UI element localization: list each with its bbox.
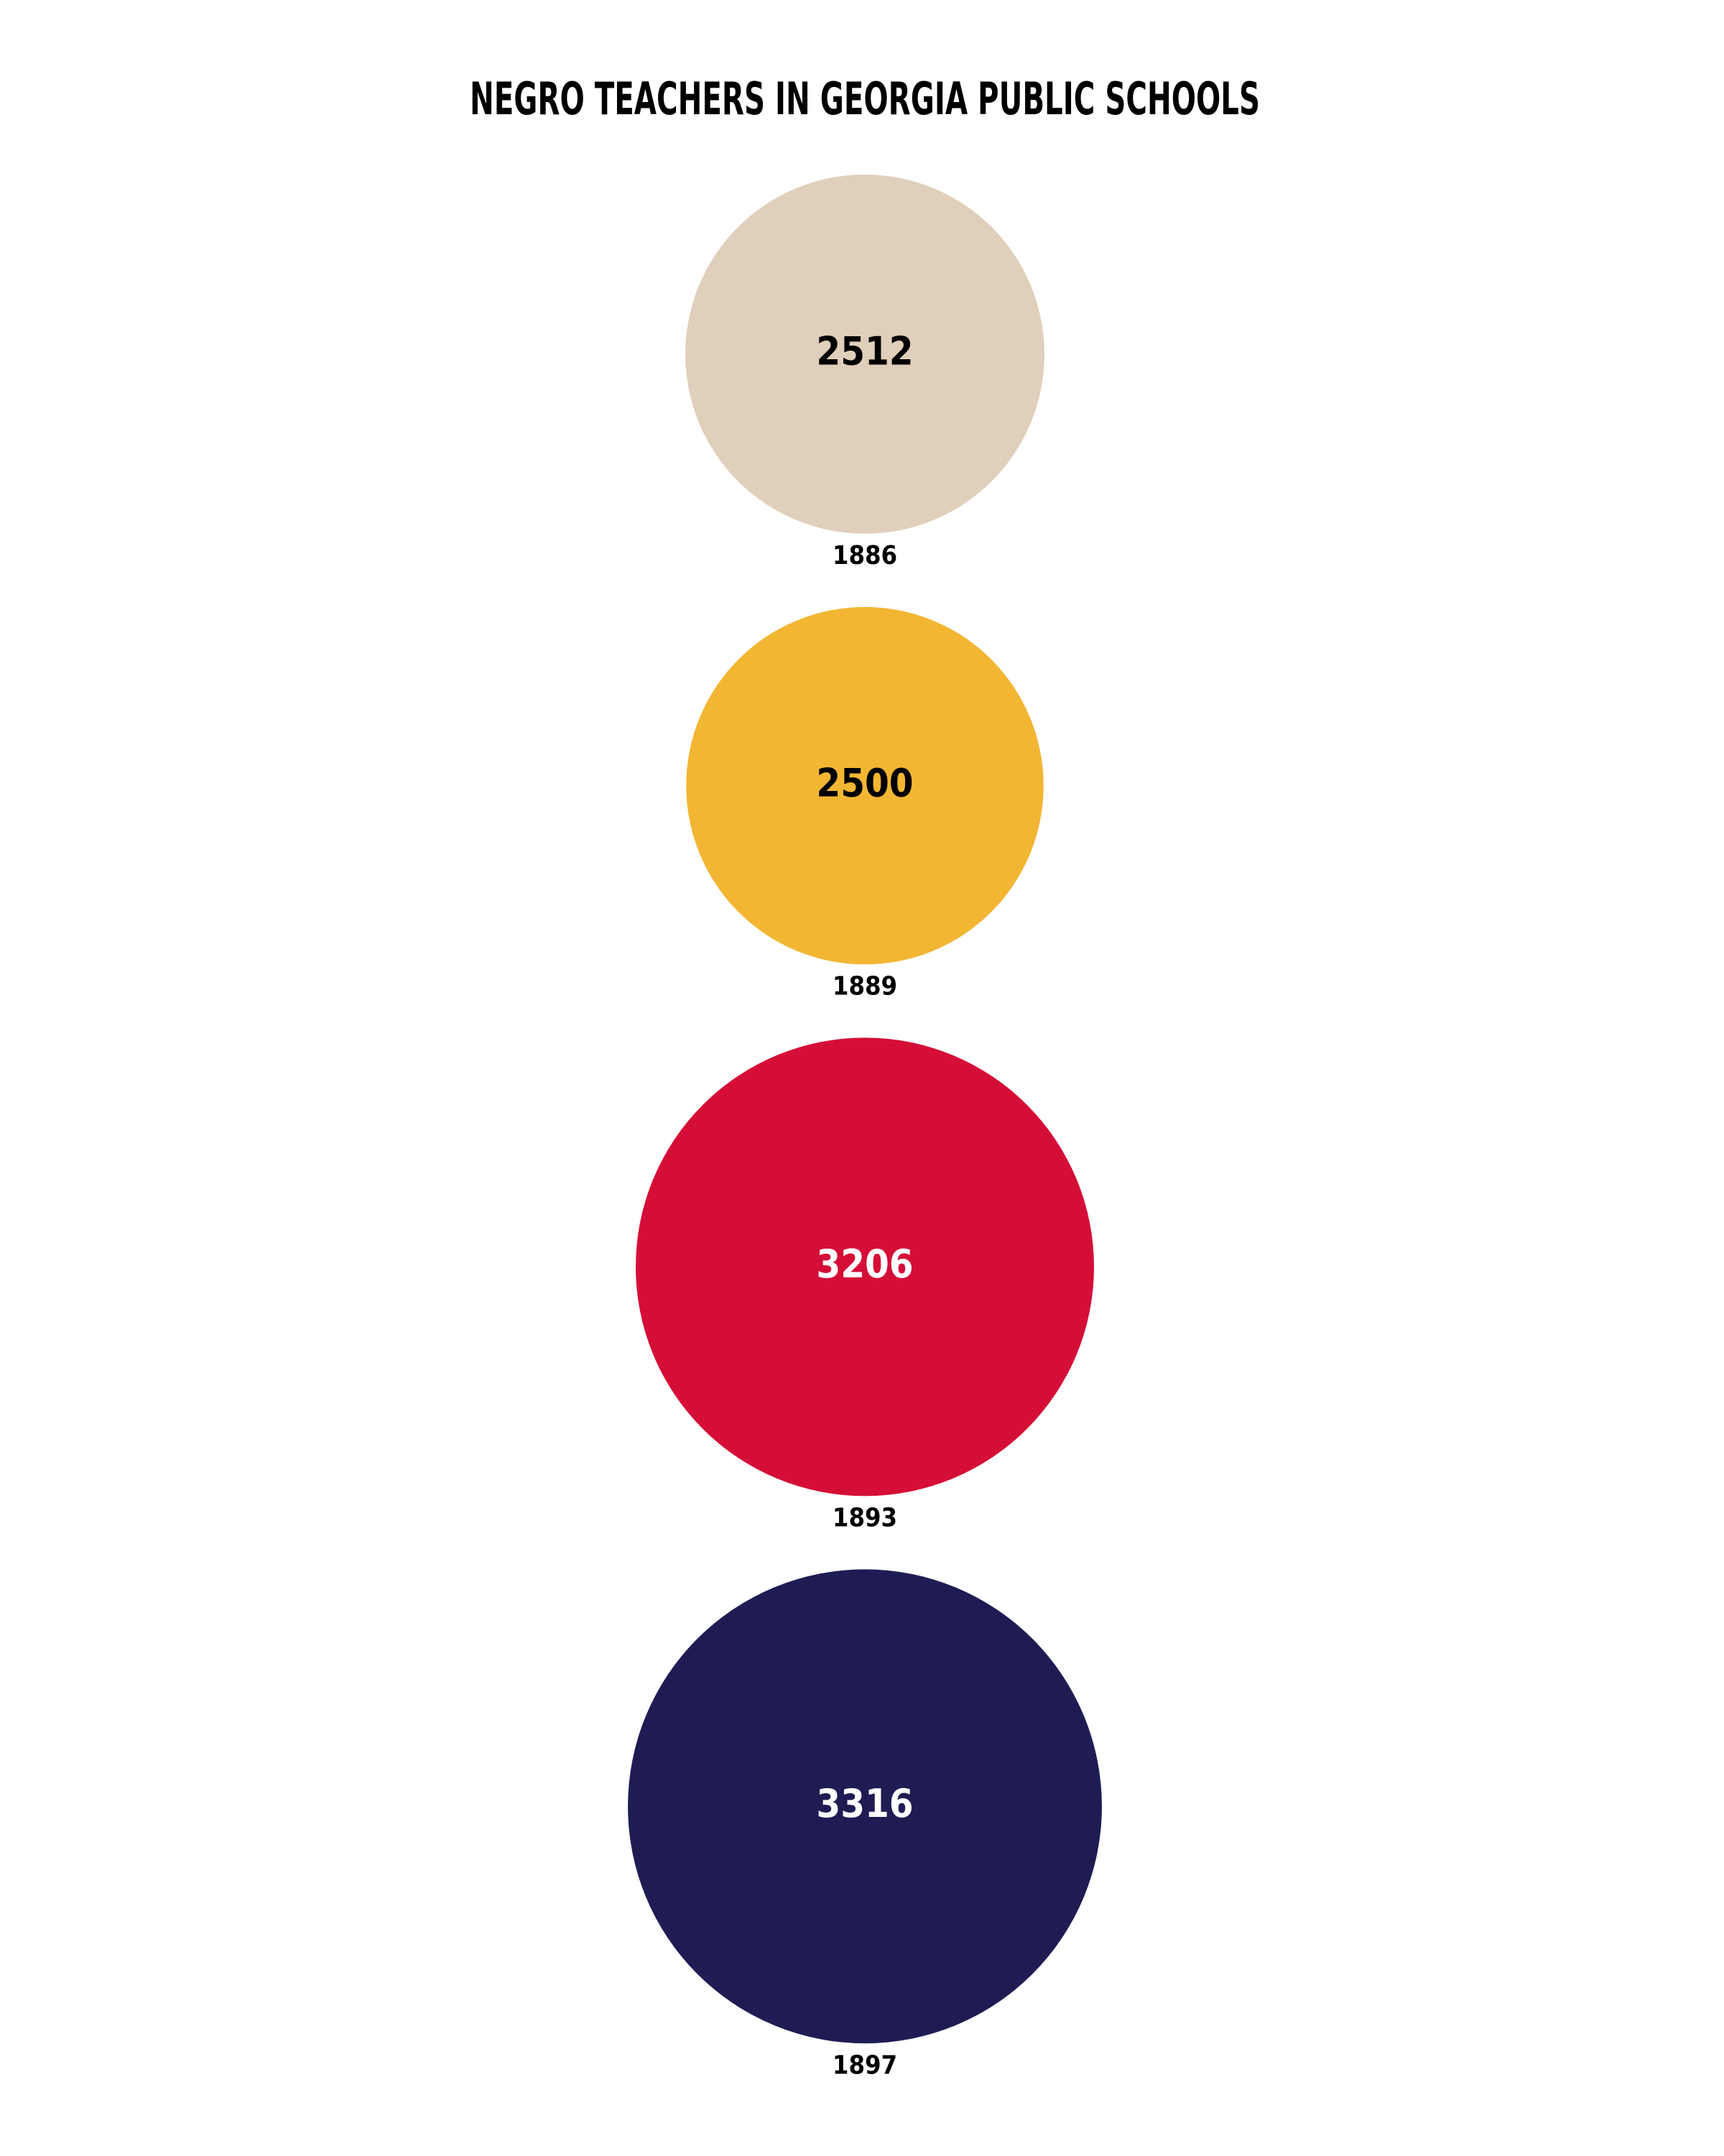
category-label: 1889	[833, 971, 897, 1001]
bubble	[686, 606, 1044, 965]
value-label: 3206	[816, 1241, 913, 1287]
bubble	[685, 175, 1044, 534]
bubble	[628, 1569, 1102, 2044]
category-label: 1886	[833, 541, 897, 570]
category-label: 1897	[833, 2050, 897, 2080]
bubble	[636, 1037, 1094, 1496]
category-label: 1893	[833, 1503, 897, 1532]
value-label: 2500	[816, 760, 913, 805]
value-label: 2512	[816, 329, 913, 374]
value-label: 3316	[816, 1781, 913, 1826]
chart-title: NEGRO TEACHERS IN GEORGIA PUBLIC SCHOOLS	[470, 73, 1260, 125]
